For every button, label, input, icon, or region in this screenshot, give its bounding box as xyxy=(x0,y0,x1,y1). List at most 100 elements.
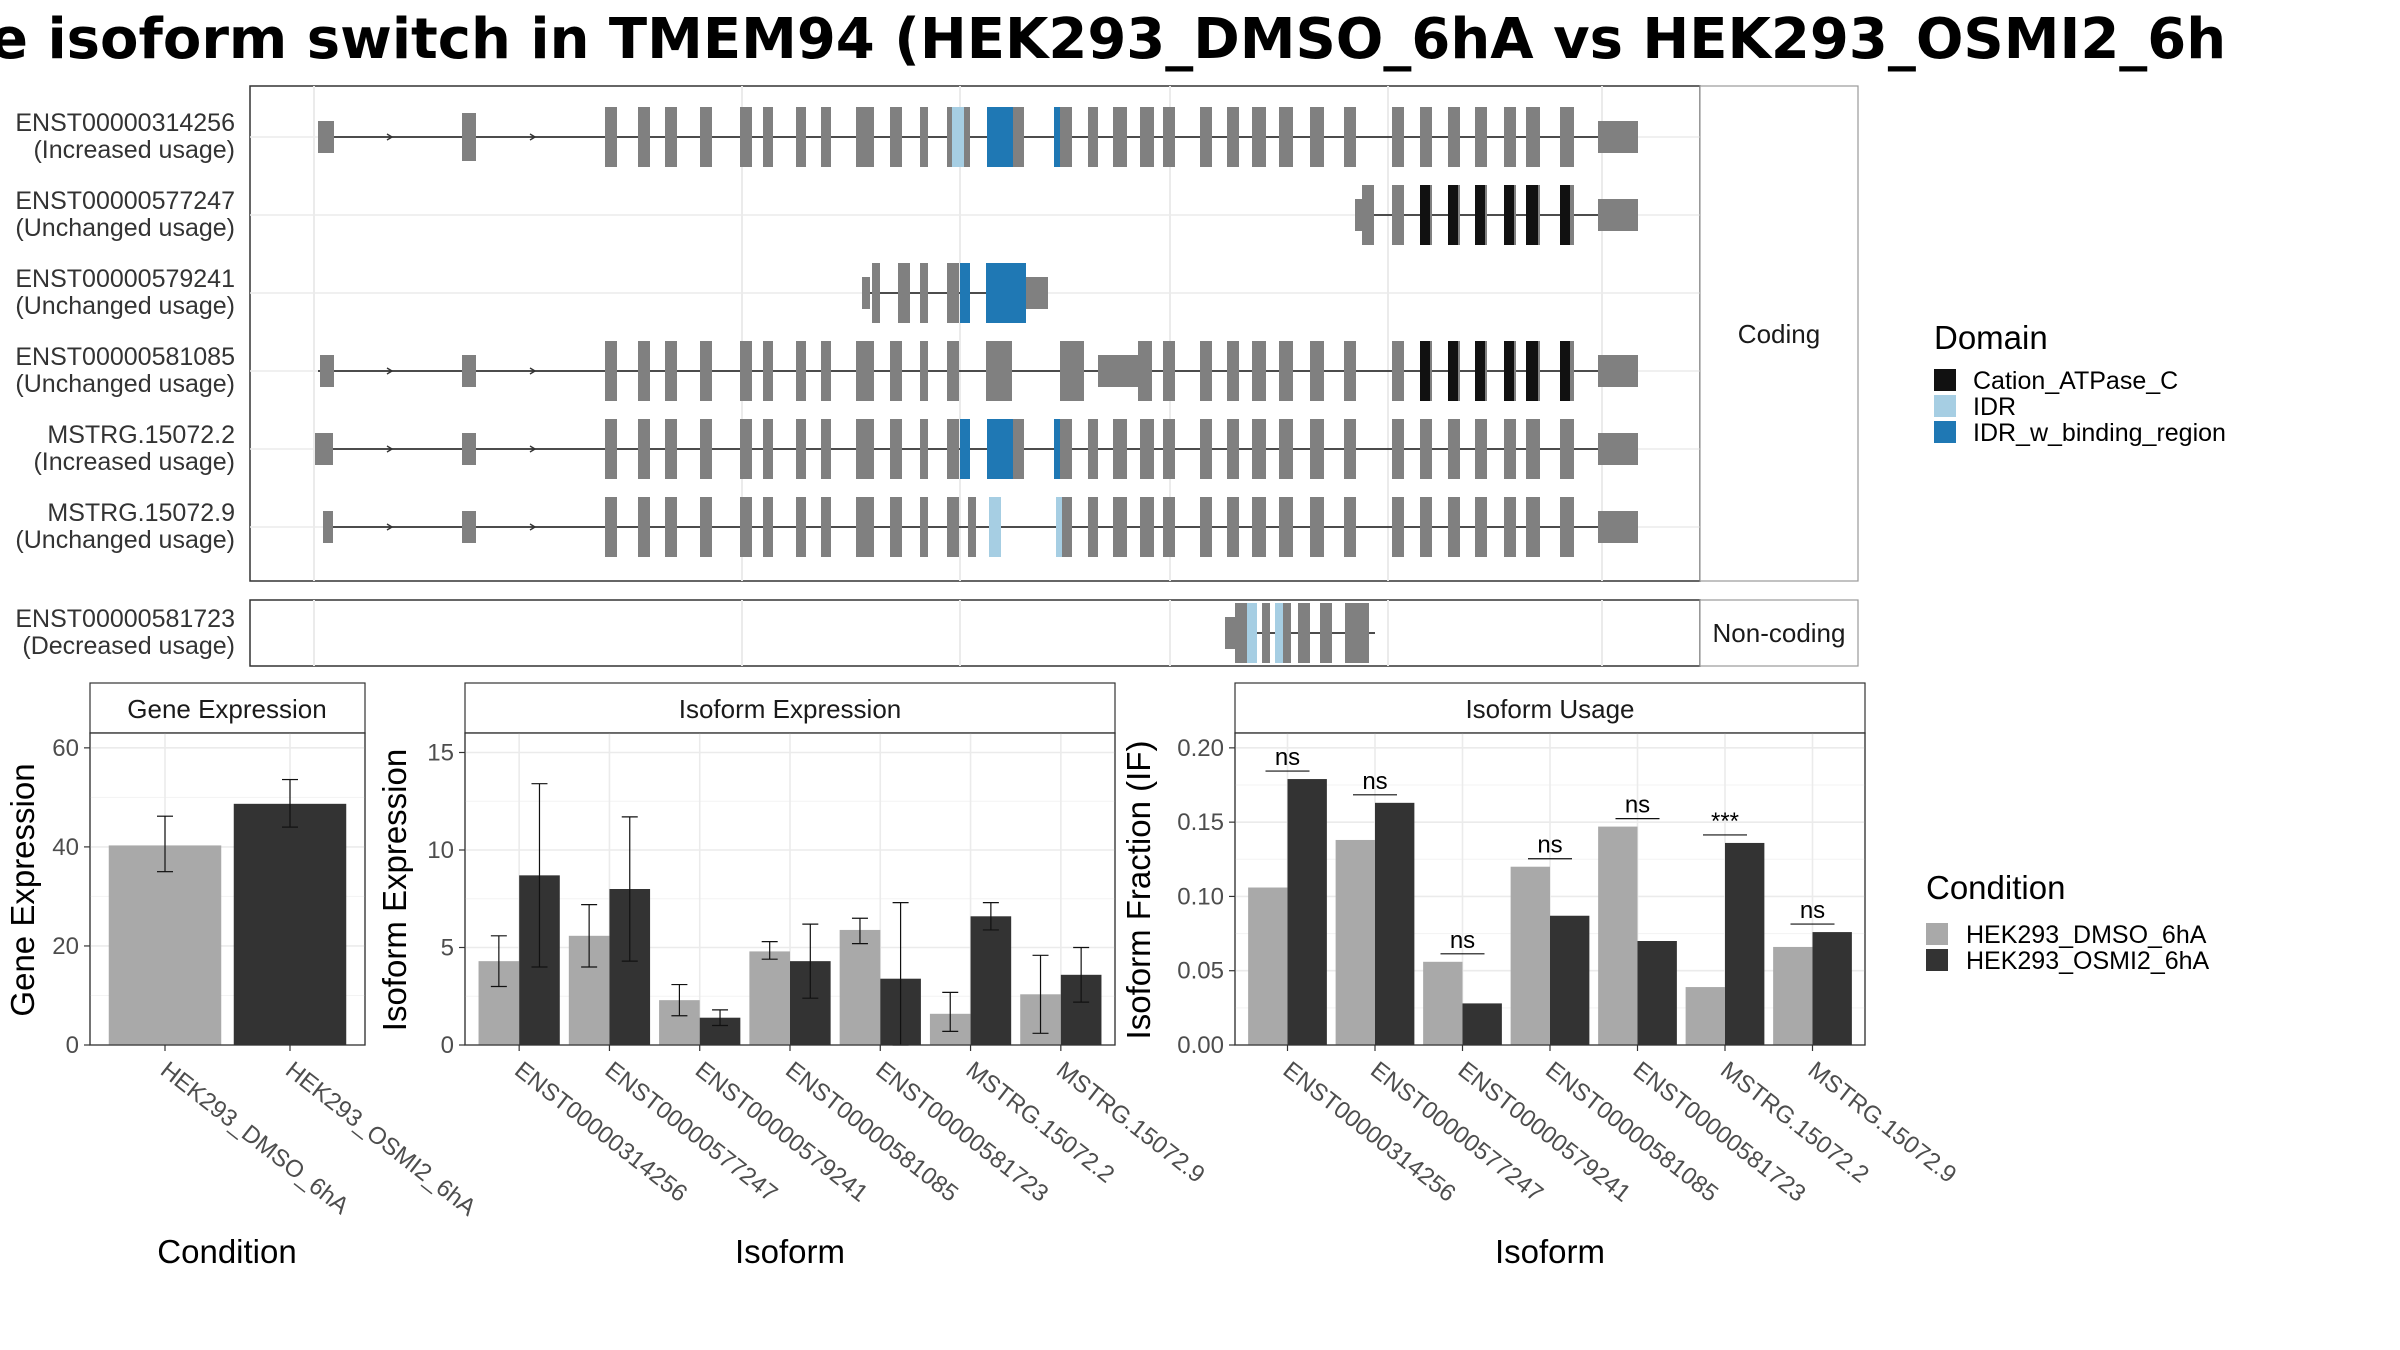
bar xyxy=(108,845,222,1045)
strand-arrow xyxy=(529,367,537,375)
exon xyxy=(1310,419,1324,479)
y-tick-label: 60 xyxy=(52,735,79,762)
bar xyxy=(970,916,1012,1045)
significance-label: ns xyxy=(1625,792,1650,819)
exon xyxy=(1344,107,1356,167)
transcript-usage-label: (Unchanged usage) xyxy=(15,214,235,242)
exon xyxy=(1475,185,1485,245)
exon xyxy=(665,341,677,401)
exon xyxy=(740,341,752,401)
exon xyxy=(665,107,677,167)
exon xyxy=(638,419,650,479)
isoform-usage-x-axis-title: Isoform xyxy=(1495,1233,1605,1270)
gene-expression-x-axis-title: Condition xyxy=(157,1233,296,1270)
exon xyxy=(1060,419,1072,479)
y-tick-label: 5 xyxy=(441,935,454,962)
exon xyxy=(1526,107,1540,167)
exon xyxy=(763,497,773,557)
plot-panel-border xyxy=(89,732,366,1046)
gene-expression-y-axis-title: Gene Expression xyxy=(4,763,41,1016)
exon xyxy=(1355,199,1365,231)
exon xyxy=(1275,603,1285,663)
strand-arrow xyxy=(529,133,537,141)
exon xyxy=(821,419,831,479)
exon xyxy=(1088,419,1098,479)
exon xyxy=(1054,107,1060,167)
exon xyxy=(1598,433,1638,465)
significance-label: ns xyxy=(1537,832,1562,859)
exon xyxy=(1475,497,1487,557)
x-tick-label: MSTRG.15072.2 xyxy=(961,1056,1120,1188)
exon xyxy=(856,341,874,401)
exon xyxy=(1012,419,1024,479)
exon xyxy=(890,497,902,557)
transcript-row-4 xyxy=(318,341,1638,401)
exon xyxy=(1526,419,1540,479)
transcript-row-5 xyxy=(315,419,1638,479)
exon xyxy=(1113,497,1127,557)
bar xyxy=(1287,779,1327,1045)
exon xyxy=(740,497,752,557)
exon xyxy=(986,263,1026,323)
exon xyxy=(763,107,773,167)
bar xyxy=(1462,1003,1502,1045)
bar xyxy=(1598,826,1638,1045)
bar xyxy=(1335,839,1375,1045)
exon xyxy=(987,419,1013,479)
bar xyxy=(1725,842,1765,1045)
exon xyxy=(1235,603,1247,663)
transcript-row-1 xyxy=(318,107,1638,167)
exon xyxy=(318,121,334,153)
isoform-expression-strip xyxy=(464,682,1116,734)
noncoding-strip-label: Non-coding xyxy=(1713,618,1846,648)
exon xyxy=(605,341,617,401)
exon xyxy=(1320,603,1332,663)
gene-expression-chart-title: Gene Expression xyxy=(127,694,326,724)
exon xyxy=(1392,341,1404,401)
bar xyxy=(1375,802,1415,1045)
exon xyxy=(856,419,874,479)
coding-strip xyxy=(1699,85,1859,582)
exon xyxy=(890,341,902,401)
exon xyxy=(1200,419,1212,479)
domain-legend-swatch-idr-binding xyxy=(1934,421,1956,443)
exon xyxy=(920,419,928,479)
exon xyxy=(1526,341,1538,401)
isoform-usage-chart: Isoform Usage Isoform Fraction (IF) Isof… xyxy=(1120,682,1961,1270)
domain-legend-label-cation: Cation_ATPase_C xyxy=(1973,367,2178,395)
exon xyxy=(1392,185,1404,245)
condition-legend: Condition HEK293_DMSO_6hA HEK293_OSMI2_6… xyxy=(1926,869,2210,975)
exon xyxy=(952,107,964,167)
exon xyxy=(323,511,333,543)
y-tick-label: 0 xyxy=(66,1032,79,1059)
x-tick-label: MSTRG.15072.9 xyxy=(1051,1056,1210,1188)
domain-legend-label-idr-binding: IDR_w_binding_region xyxy=(1973,419,2226,447)
exon xyxy=(1526,497,1540,557)
exon xyxy=(1252,107,1266,167)
exon xyxy=(1140,497,1154,557)
exon xyxy=(1060,341,1084,401)
exon xyxy=(947,341,959,401)
exon xyxy=(1392,107,1404,167)
exon xyxy=(665,497,677,557)
plot-panel-border xyxy=(464,732,1116,1046)
exon xyxy=(1279,107,1293,167)
coding-structure-panel: ENST00000314256(Increased usage)ENST0000… xyxy=(15,85,1859,582)
noncoding-structure-panel: ENST00000581723(Decreased usage) Non-cod… xyxy=(15,599,1859,667)
exon xyxy=(1344,341,1356,401)
exon xyxy=(1560,341,1570,401)
exon xyxy=(796,341,806,401)
transcript-id-label: ENST00000577247 xyxy=(15,187,235,215)
exon xyxy=(821,497,831,557)
exon xyxy=(1227,107,1239,167)
exon xyxy=(763,341,773,401)
exon xyxy=(1504,107,1516,167)
exon xyxy=(1088,497,1098,557)
transcript-id-label: ENST00000581085 xyxy=(15,343,235,371)
isoform-usage-chart-title: Isoform Usage xyxy=(1465,694,1634,724)
exon xyxy=(960,419,970,479)
y-tick-label: 0.20 xyxy=(1177,735,1224,762)
exon xyxy=(1310,497,1324,557)
y-tick-label: 0.10 xyxy=(1177,883,1224,910)
exon xyxy=(1252,497,1266,557)
